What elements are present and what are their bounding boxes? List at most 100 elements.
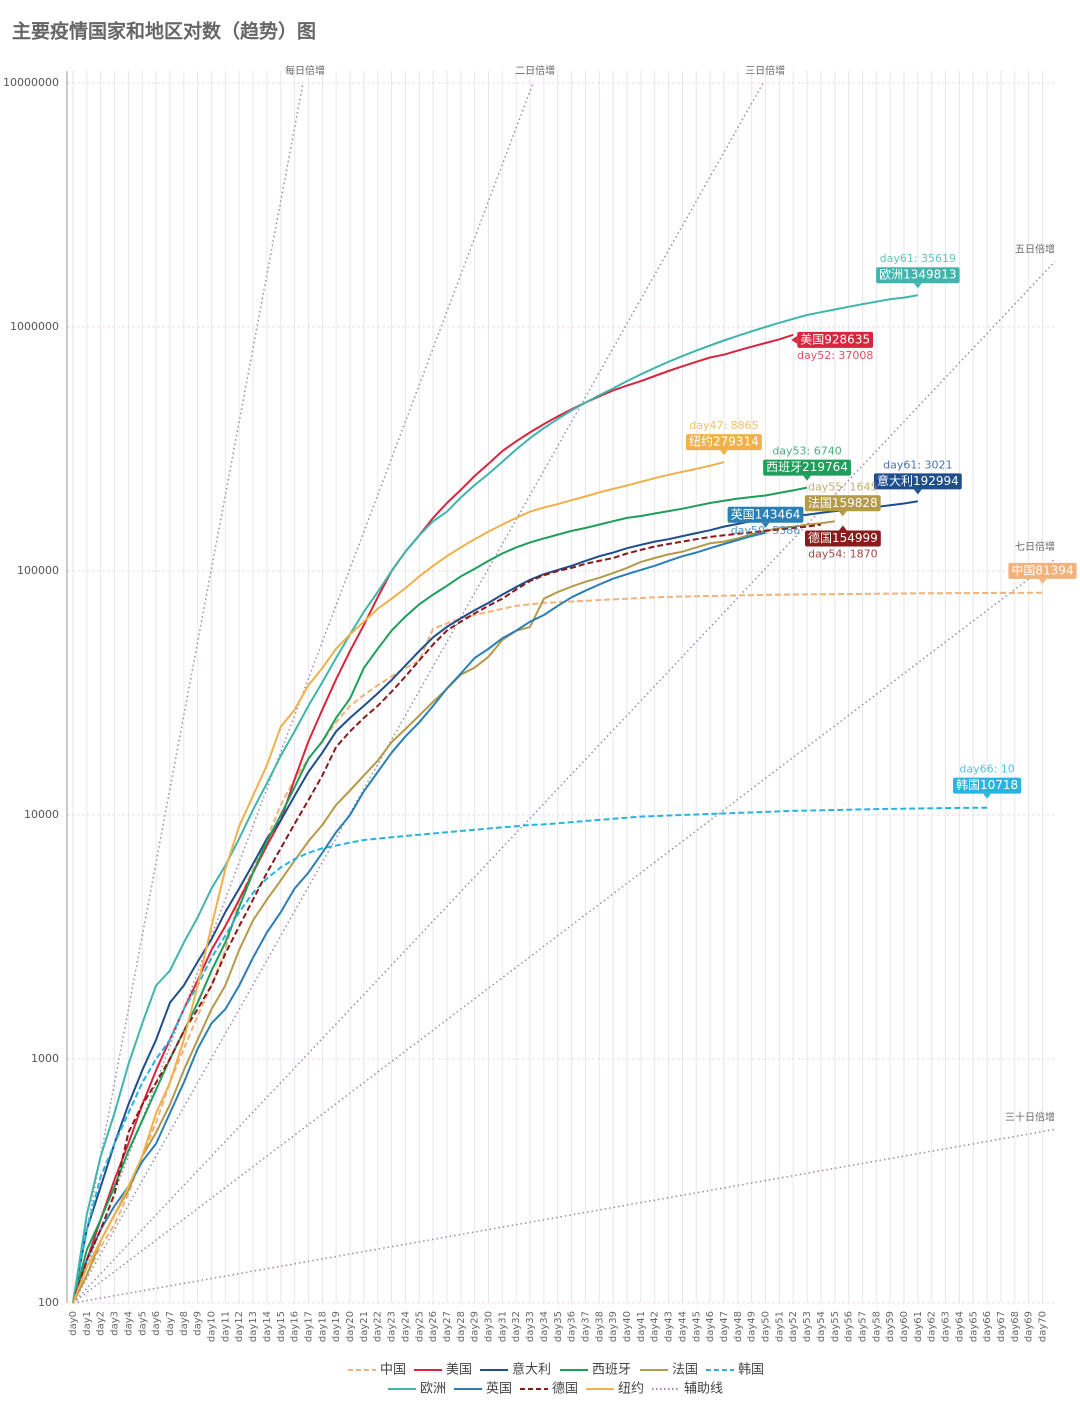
end-label-box: [876, 267, 960, 284]
legend-label: 英国: [486, 1382, 512, 1397]
x-tick-label: day21: [359, 1311, 370, 1342]
sub-label: day61: 35619: [880, 252, 956, 265]
x-tick-label: day70: [1038, 1311, 1049, 1342]
guide-label: 七日倍增: [1015, 540, 1055, 553]
x-tick-label: day59: [885, 1311, 896, 1342]
legend-label: 欧洲: [420, 1382, 446, 1397]
end-label-pointer: [791, 335, 798, 344]
end-label-box: [953, 777, 1022, 794]
sub-label: day66: 10: [959, 763, 1014, 776]
end-label: 美国928635: [800, 332, 870, 346]
sub-label: day53: 6740: [772, 445, 841, 458]
x-tick-label: day32: [511, 1311, 522, 1342]
x-tick-label: day18: [317, 1311, 328, 1342]
x-tick-label: day56: [844, 1311, 855, 1342]
x-tick-label: day20: [345, 1311, 356, 1342]
x-tick-label: day47: [719, 1311, 730, 1342]
x-tick-label: day44: [677, 1311, 688, 1342]
x-tick-label: day65: [968, 1311, 979, 1342]
x-tick-label: day54: [816, 1311, 827, 1342]
y-tick-label: 10000: [24, 808, 59, 821]
series-line: [72, 531, 766, 1304]
y-tick-label: 100000: [17, 564, 59, 577]
x-tick-label: day19: [331, 1311, 342, 1342]
end-label-pointer: [913, 489, 922, 495]
x-tick-label: day37: [580, 1311, 591, 1342]
x-tick-label: day40: [622, 1311, 633, 1342]
x-tick-label: day46: [705, 1311, 716, 1342]
x-tick-label: day10: [207, 1311, 218, 1342]
end-label: 欧洲1349813: [879, 268, 956, 282]
sub-label: day50: 5386: [731, 524, 800, 537]
guide-label: 二日倍增: [515, 64, 555, 77]
x-tick-label: day30: [484, 1311, 495, 1342]
guide-label: 每日倍增: [285, 64, 325, 77]
guide-line: [72, 260, 1056, 1304]
x-tick-label: day64: [954, 1311, 965, 1342]
end-label-pointer: [719, 450, 728, 456]
legend-label: 纽约: [618, 1382, 644, 1397]
legend-label: 西班牙: [592, 1363, 631, 1378]
x-tick-label: day48: [733, 1311, 744, 1342]
guide-line: [72, 82, 534, 1304]
end-label-box: [804, 495, 881, 512]
end-label-pointer: [1038, 578, 1047, 584]
x-tick-label: day43: [664, 1311, 675, 1342]
x-tick-label: day28: [456, 1311, 467, 1342]
end-label-box: [797, 331, 874, 348]
x-tick-label: day24: [400, 1311, 411, 1342]
x-tick-label: day29: [470, 1311, 481, 1342]
legend-label: 德国: [552, 1382, 578, 1397]
end-label-box: [1008, 562, 1077, 579]
series-line: [72, 486, 808, 1304]
x-tick-label: day52: [788, 1311, 799, 1342]
end-label-box: [763, 459, 851, 476]
end-label: 英国143464: [731, 507, 801, 521]
legend-label: 法国: [672, 1363, 698, 1378]
x-tick-label: day42: [650, 1311, 661, 1342]
end-label: 中国81394: [1011, 562, 1073, 577]
end-label: 西班牙219764: [766, 460, 848, 474]
x-tick-label: day38: [594, 1311, 605, 1342]
sub-label: day54: 1870: [808, 548, 877, 561]
series-line: [72, 333, 794, 1304]
guide-line: [72, 558, 1056, 1304]
x-tick-label: day17: [303, 1311, 314, 1342]
series-line: [72, 461, 725, 1304]
chart-title: 主要疫情国家和地区对数（趋势）图: [12, 20, 316, 43]
end-label-box: [873, 473, 962, 490]
end-label: 意大利192994: [877, 473, 959, 488]
x-tick-label: day26: [428, 1311, 439, 1342]
x-tick-label: day0: [68, 1311, 79, 1336]
x-tick-label: day22: [373, 1311, 384, 1342]
y-tick-label: 10000000: [3, 76, 59, 89]
series-line: [72, 500, 919, 1304]
guide-line: [72, 82, 304, 1304]
end-label-pointer: [913, 283, 922, 289]
end-label: 纽约279314: [689, 434, 759, 449]
x-tick-label: day31: [497, 1311, 508, 1342]
series-line: [72, 294, 919, 1304]
x-tick-label: day11: [220, 1311, 231, 1342]
legend-label: 中国: [380, 1363, 406, 1378]
end-label-box: [686, 434, 762, 451]
x-tick-label: day9: [193, 1311, 204, 1336]
end-label: 德国154999: [808, 530, 878, 545]
x-tick-label: day25: [414, 1311, 425, 1342]
x-tick-label: day55: [830, 1311, 841, 1342]
x-tick-label: day8: [179, 1311, 190, 1336]
end-label-pointer: [838, 511, 847, 517]
y-tick-label: 100: [38, 1296, 59, 1309]
x-tick-label: day1: [82, 1311, 93, 1336]
x-tick-label: day39: [608, 1311, 619, 1342]
x-tick-label: day49: [747, 1311, 758, 1342]
x-tick-label: day15: [276, 1311, 287, 1342]
x-tick-label: day12: [234, 1311, 245, 1342]
x-tick-label: day68: [1010, 1311, 1021, 1342]
x-tick-label: day13: [248, 1311, 259, 1342]
guide-line: [72, 82, 764, 1304]
x-tick-label: day51: [774, 1311, 785, 1342]
x-tick-label: day7: [165, 1311, 176, 1336]
end-label-box: [727, 506, 804, 523]
